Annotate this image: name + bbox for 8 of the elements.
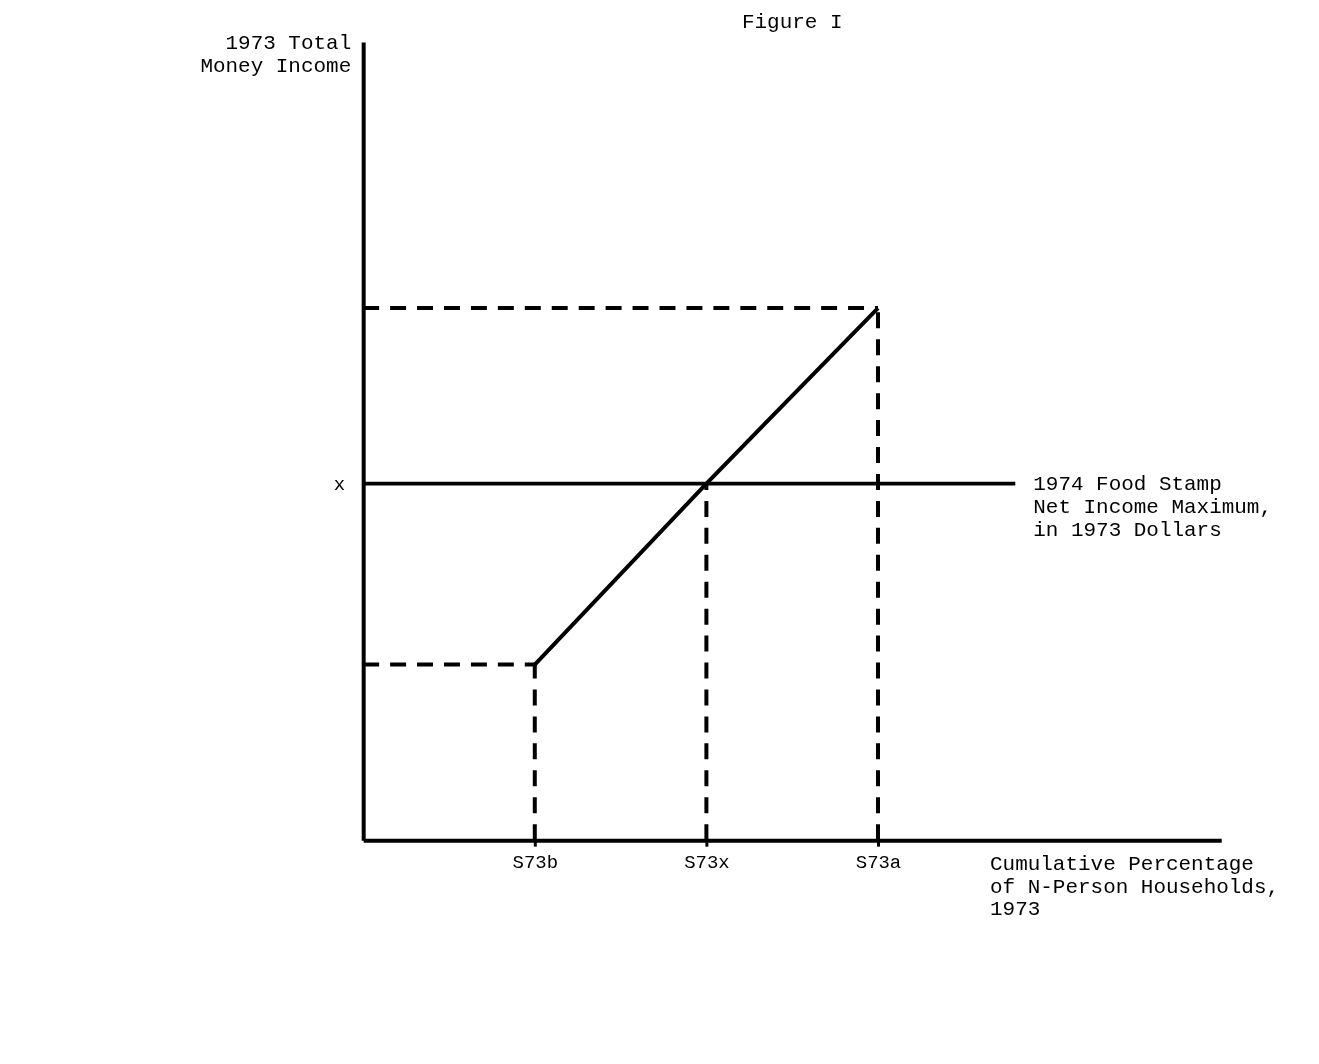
x-tick-label: S73a [855, 851, 902, 874]
x-tick-label: S73b [512, 851, 559, 874]
x-tick-label: S73x [684, 851, 730, 874]
text: 1973 Total Money Income [200, 31, 352, 78]
ref-line-label: 1974 Food Stamp Net Income Maximum, in 1973 Dollars [1033, 472, 1272, 542]
text: x [333, 473, 346, 496]
chart-title: Figure I [741, 10, 843, 34]
x-axis-title: Cumulative Percentage of N-Person Households, 1973 [990, 852, 1280, 922]
